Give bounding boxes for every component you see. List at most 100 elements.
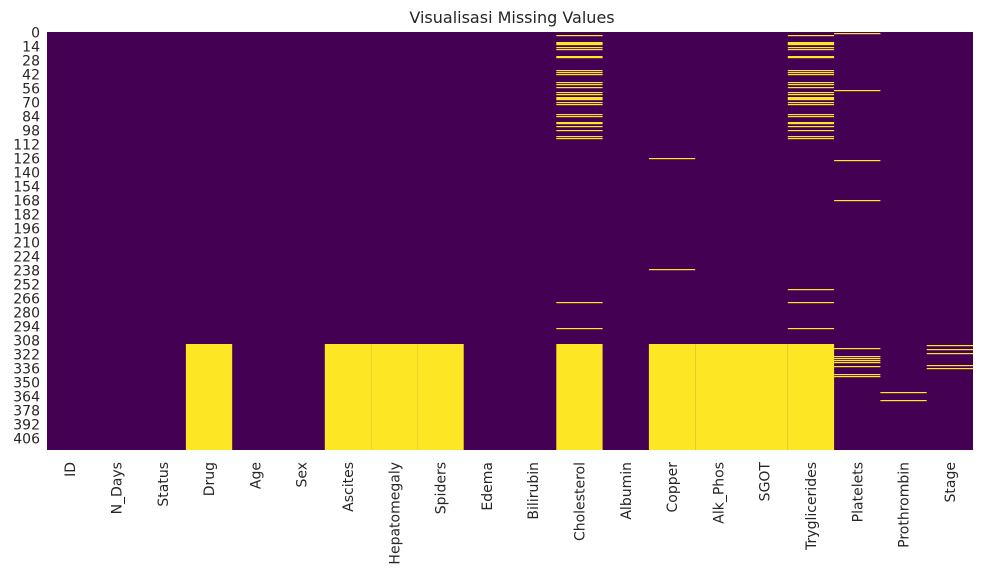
missing-cell-cholesterol — [556, 99, 603, 101]
missing-cell-cholesterol — [556, 72, 603, 74]
y-tick-label: 322 — [13, 348, 40, 364]
missing-cell-cholesterol — [556, 84, 603, 86]
missing-cell-tryglicerides — [787, 94, 835, 96]
missing-cell-cholesterol — [556, 122, 603, 124]
missing-cell-tryglicerides — [787, 97, 835, 99]
missing-cell-cholesterol — [556, 98, 603, 100]
missing-cell-tryglicerides — [787, 35, 835, 37]
x-tick-label: Platelets — [850, 462, 866, 522]
missing-cell-cholesterol — [556, 74, 603, 76]
x-tick-label: Drug — [202, 462, 218, 496]
missing-cell-cholesterol — [556, 138, 603, 140]
x-tick-label: Age — [248, 462, 264, 489]
y-tick-label: 336 — [13, 362, 40, 378]
y-tick-label: 308 — [13, 334, 40, 350]
missing-cell-cholesterol — [556, 114, 603, 116]
missing-cell-tryglicerides — [787, 47, 835, 49]
missing-block-tryglicerides — [787, 344, 835, 450]
missing-block-drug — [185, 344, 233, 450]
chart-title: Visualisasi Missing Values — [409, 8, 614, 27]
x-tick-label: Hepatomegaly — [387, 462, 403, 565]
y-tick-label: 252 — [13, 278, 40, 294]
missing-cell-cholesterol — [556, 302, 603, 304]
missing-cell-cholesterol — [556, 42, 603, 44]
missing-cell-tryglicerides — [787, 122, 835, 124]
missing-cell-tryglicerides — [787, 136, 835, 138]
y-tick-label: 168 — [13, 194, 40, 210]
missing-cell-tryglicerides — [787, 42, 835, 44]
missing-cell-cholesterol — [556, 94, 603, 96]
missing-cell-tryglicerides — [787, 84, 835, 86]
missing-cell-cholesterol — [556, 56, 603, 58]
missing-cell-tryglicerides — [787, 116, 835, 118]
missing-block-alk_phos — [695, 344, 742, 450]
missing-cell-tryglicerides — [787, 126, 835, 128]
missing-cell-cholesterol — [556, 130, 603, 132]
missing-cell-cholesterol — [556, 47, 603, 49]
missing-cell-copper — [648, 269, 696, 271]
y-tick-label: 70 — [22, 96, 40, 112]
x-tick-label: Status — [156, 462, 172, 507]
missing-cell-cholesterol — [556, 49, 603, 51]
missing-cell-cholesterol — [556, 44, 603, 46]
missing-cell-cholesterol — [556, 123, 603, 125]
x-tick-label: Edema — [480, 462, 496, 511]
missing-cell-tryglicerides — [787, 72, 835, 74]
missing-cell-tryglicerides — [787, 49, 835, 51]
missing-cell-tryglicerides — [787, 99, 835, 101]
missing-cell-platelets — [834, 360, 881, 362]
missing-cell-cholesterol — [556, 92, 603, 94]
x-axis-ticks: ID N_Days Status Drug Age Sex Ascites Hepatomeg… — [63, 462, 959, 565]
missing-cell-stage — [926, 353, 973, 355]
y-tick-label: 98 — [22, 124, 40, 140]
y-tick-label: 280 — [13, 306, 40, 322]
x-tick-label: Bilirubin — [526, 462, 542, 520]
heatmap-cells — [47, 32, 973, 450]
y-tick-label: 140 — [13, 166, 40, 182]
x-tick-label: N_Days — [109, 462, 125, 514]
missing-block-sgot — [741, 344, 788, 450]
missing-cell-platelets — [834, 356, 881, 358]
missing-cell-tryglicerides — [787, 74, 835, 76]
y-tick-label: 266 — [13, 292, 40, 308]
y-tick-label: 364 — [13, 390, 40, 406]
missing-cell-tryglicerides — [787, 57, 835, 59]
missing-cell-tryglicerides — [787, 104, 835, 106]
missing-cell-tryglicerides — [787, 43, 835, 45]
missing-cell-copper — [648, 158, 696, 160]
y-tick-label: 154 — [13, 180, 40, 196]
missing-cell-platelets — [834, 200, 881, 202]
missing-cell-cholesterol — [556, 104, 603, 106]
y-tick-label: 196 — [13, 222, 40, 238]
missing-cell-platelets — [834, 366, 881, 368]
y-tick-label: 378 — [13, 404, 40, 420]
y-tick-label: 28 — [22, 54, 40, 70]
y-tick-label: 84 — [22, 110, 40, 126]
missing-cell-tryglicerides — [787, 70, 835, 72]
x-tick-label: ID — [63, 462, 79, 477]
missing-cell-tryglicerides — [787, 56, 835, 58]
missing-cell-tryglicerides — [787, 289, 835, 291]
x-tick-label: Alk_Phos — [711, 462, 727, 524]
x-tick-label: Cholesterol — [572, 462, 588, 541]
missing-cell-tryglicerides — [787, 87, 835, 89]
y-tick-label: 392 — [13, 418, 40, 434]
missing-cell-stage — [926, 349, 973, 351]
missing-cell-platelets — [834, 376, 881, 378]
y-tick-label: 294 — [13, 320, 40, 336]
missing-cell-cholesterol — [556, 82, 603, 84]
missing-cell-tryglicerides — [787, 92, 835, 94]
missing-block-hepatomegaly — [371, 344, 418, 450]
missing-cell-platelets — [834, 90, 881, 92]
y-tick-label: 56 — [22, 82, 40, 98]
missing-cell-cholesterol — [556, 43, 603, 45]
y-tick-label: 14 — [22, 40, 40, 56]
x-tick-label: Ascites — [341, 462, 357, 512]
missing-cell-cholesterol — [556, 35, 603, 37]
missing-cell-platelets — [834, 362, 881, 364]
missing-cell-tryglicerides — [787, 114, 835, 116]
y-tick-label: 42 — [22, 68, 40, 84]
missing-cell-tryglicerides — [787, 82, 835, 84]
missing-cell-tryglicerides — [787, 302, 835, 304]
